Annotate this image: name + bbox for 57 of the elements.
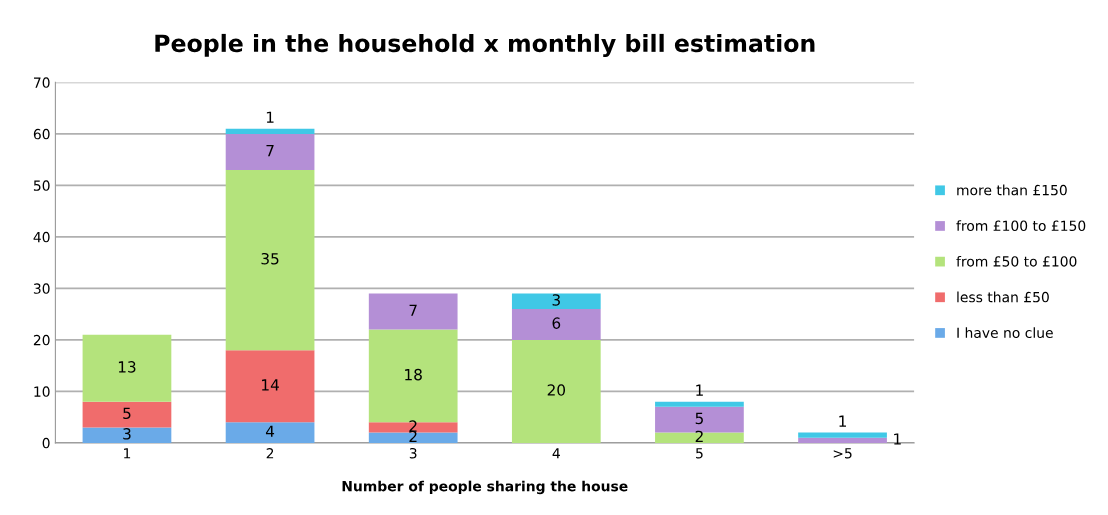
bar bbox=[655, 401, 744, 407]
data-label: 18 bbox=[405, 368, 422, 381]
bar bbox=[798, 437, 887, 443]
x-tick-label: 2 bbox=[266, 448, 274, 459]
x-tick-label: >5 bbox=[833, 448, 852, 459]
y-tick-label: 20 bbox=[33, 334, 50, 346]
chart-title: People in the household x monthly bill estimation bbox=[155, 33, 815, 57]
bar bbox=[368, 293, 458, 330]
x-tick-label: 4 bbox=[552, 448, 560, 459]
data-label: 1 bbox=[894, 433, 901, 445]
y-tick-label: 30 bbox=[33, 283, 50, 294]
legend-label: from £50 to £100 bbox=[956, 255, 1077, 267]
bar bbox=[225, 422, 315, 443]
bar bbox=[82, 401, 172, 428]
bar bbox=[82, 334, 172, 402]
y-tick-label: 10 bbox=[34, 386, 50, 397]
data-label: 3 bbox=[123, 428, 131, 440]
bar bbox=[511, 293, 601, 309]
bar bbox=[225, 169, 315, 351]
bar bbox=[368, 432, 458, 443]
bar bbox=[798, 432, 887, 438]
y-tick-label: 0 bbox=[42, 437, 50, 449]
data-label: 1 bbox=[839, 415, 846, 427]
data-label: 5 bbox=[123, 407, 131, 420]
data-label: 4 bbox=[265, 425, 275, 437]
legend-label: more than £150 bbox=[957, 184, 1067, 196]
y-tick-label: 50 bbox=[33, 180, 50, 191]
legend-label: I have no clue bbox=[957, 327, 1053, 339]
data-label: 13 bbox=[118, 361, 136, 373]
y-tick-label: 60 bbox=[33, 128, 50, 140]
bar bbox=[655, 432, 744, 443]
y-tick-label: 40 bbox=[33, 231, 50, 243]
bar bbox=[225, 133, 315, 170]
data-label: 1 bbox=[696, 384, 703, 396]
y-tick-label: 70 bbox=[34, 77, 50, 88]
data-label: 3 bbox=[552, 294, 560, 306]
x-tick-label: 1 bbox=[124, 448, 131, 459]
legend-label: less than £50 bbox=[957, 291, 1049, 303]
data-label: 6 bbox=[552, 317, 561, 329]
data-label: 14 bbox=[262, 379, 279, 391]
bar bbox=[511, 339, 601, 443]
bar bbox=[511, 309, 601, 340]
data-label: 2 bbox=[695, 430, 703, 442]
bar bbox=[225, 128, 315, 134]
x-tick-label: 5 bbox=[696, 448, 703, 459]
legend-label: from £100 to £150 bbox=[956, 220, 1086, 232]
x-tick-label: 3 bbox=[409, 448, 417, 459]
data-label: 1 bbox=[266, 111, 274, 123]
bar bbox=[225, 350, 315, 423]
data-label: 35 bbox=[261, 252, 279, 265]
data-label: 2 bbox=[409, 430, 417, 442]
data-label: 20 bbox=[547, 384, 566, 396]
data-label: 7 bbox=[266, 145, 274, 157]
x-axis-title: Number of people sharing the house bbox=[342, 480, 628, 495]
bar bbox=[82, 427, 172, 443]
data-label: 7 bbox=[409, 304, 417, 316]
data-label: 5 bbox=[695, 412, 703, 425]
